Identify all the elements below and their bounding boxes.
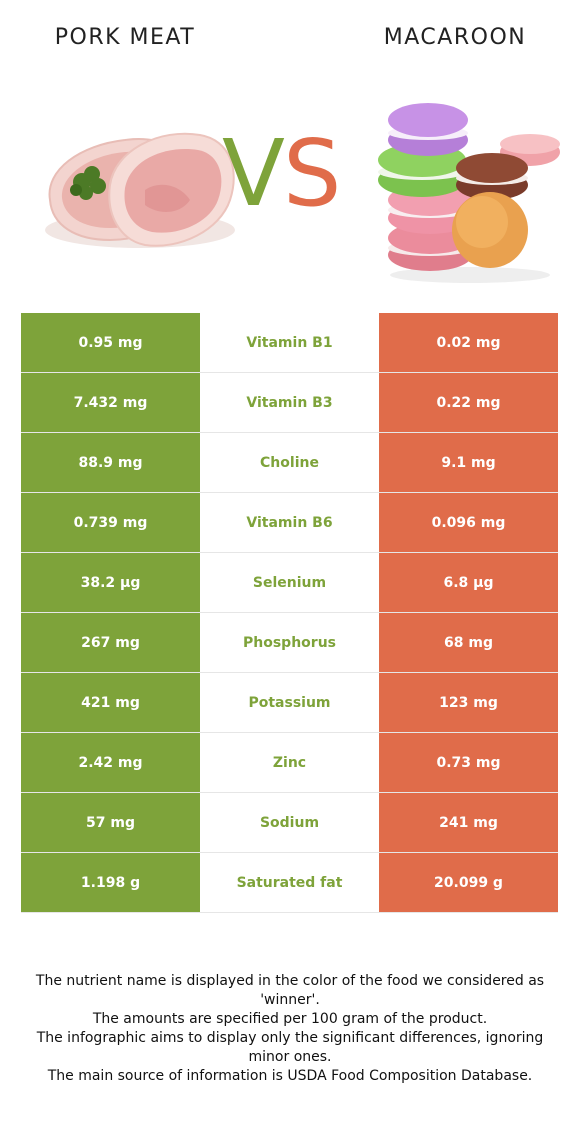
- footnote: The nutrient name is displayed in the co…: [16, 972, 564, 1086]
- parsley-garnish: [70, 166, 106, 200]
- nutrient-name: Choline: [200, 433, 379, 492]
- left-food-value: 267 mg: [21, 613, 200, 672]
- nutrient-name: Vitamin B3: [200, 373, 379, 432]
- table-row: 0.95 mg Vitamin B1 0.02 mg: [21, 313, 558, 373]
- right-food-value: 241 mg: [379, 793, 558, 852]
- table-row: 7.432 mg Vitamin B3 0.22 mg: [21, 373, 558, 433]
- nutrient-name: Phosphorus: [200, 613, 379, 672]
- footnote-line-2: The amounts are specified per 100 gram o…: [92, 1011, 488, 1027]
- footnote-line-4: The main source of information is USDA F…: [47, 1068, 533, 1084]
- nutrient-name: Potassium: [200, 673, 379, 732]
- table-row: 421 mg Potassium 123 mg: [21, 673, 558, 733]
- right-food-value: 123 mg: [379, 673, 558, 732]
- table-row: 1.198 g Saturated fat 20.099 g: [21, 853, 558, 913]
- left-food-value: 57 mg: [21, 793, 200, 852]
- left-food-value: 0.95 mg: [21, 313, 200, 372]
- left-food-value: 7.432 mg: [21, 373, 200, 432]
- left-food-value: 0.739 mg: [21, 493, 200, 552]
- nutrient-name: Sodium: [200, 793, 379, 852]
- nutrient-name: Vitamin B1: [200, 313, 379, 372]
- left-food-title: PORK MEAT: [54, 25, 196, 50]
- nutrient-name: Saturated fat: [200, 853, 379, 912]
- footnote-line-1: The nutrient name is displayed in the co…: [35, 973, 545, 1008]
- right-food-value: 0.22 mg: [379, 373, 558, 432]
- left-food-value: 88.9 mg: [21, 433, 200, 492]
- macaroon-image: [378, 103, 560, 283]
- right-food-value: 68 mg: [379, 613, 558, 672]
- left-food-value: 38.2 µg: [21, 553, 200, 612]
- vs-letter-v: V: [222, 120, 285, 227]
- nutrient-comparison-table: 0.95 mg Vitamin B1 0.02 mg 7.432 mg Vitamin …: [21, 313, 558, 913]
- footnote-line-3: The infographic aims to display only the…: [36, 1030, 544, 1065]
- table-row: 267 mg Phosphorus 68 mg: [21, 613, 558, 673]
- right-food-value: 0.73 mg: [379, 733, 558, 792]
- table-row: 2.42 mg Zinc 0.73 mg: [21, 733, 558, 793]
- left-food-value: 421 mg: [21, 673, 200, 732]
- right-food-value: 20.099 g: [379, 853, 558, 912]
- table-row: 0.739 mg Vitamin B6 0.096 mg: [21, 493, 558, 553]
- versus-label: VS: [222, 128, 341, 220]
- right-food-title: MACAROON: [383, 25, 527, 50]
- vs-letter-s: S: [282, 120, 341, 227]
- table-row: 57 mg Sodium 241 mg: [21, 793, 558, 853]
- nutrient-name: Zinc: [200, 733, 379, 792]
- pork-meat-image: [45, 132, 235, 248]
- nutrient-name: Selenium: [200, 553, 379, 612]
- nutrient-name: Vitamin B6: [200, 493, 379, 552]
- right-food-value: 9.1 mg: [379, 433, 558, 492]
- right-food-value: 0.02 mg: [379, 313, 558, 372]
- table-row: 88.9 mg Choline 9.1 mg: [21, 433, 558, 493]
- right-food-value: 0.096 mg: [379, 493, 558, 552]
- table-row: 38.2 µg Selenium 6.8 µg: [21, 553, 558, 613]
- right-food-value: 6.8 µg: [379, 553, 558, 612]
- left-food-value: 2.42 mg: [21, 733, 200, 792]
- left-food-value: 1.198 g: [21, 853, 200, 912]
